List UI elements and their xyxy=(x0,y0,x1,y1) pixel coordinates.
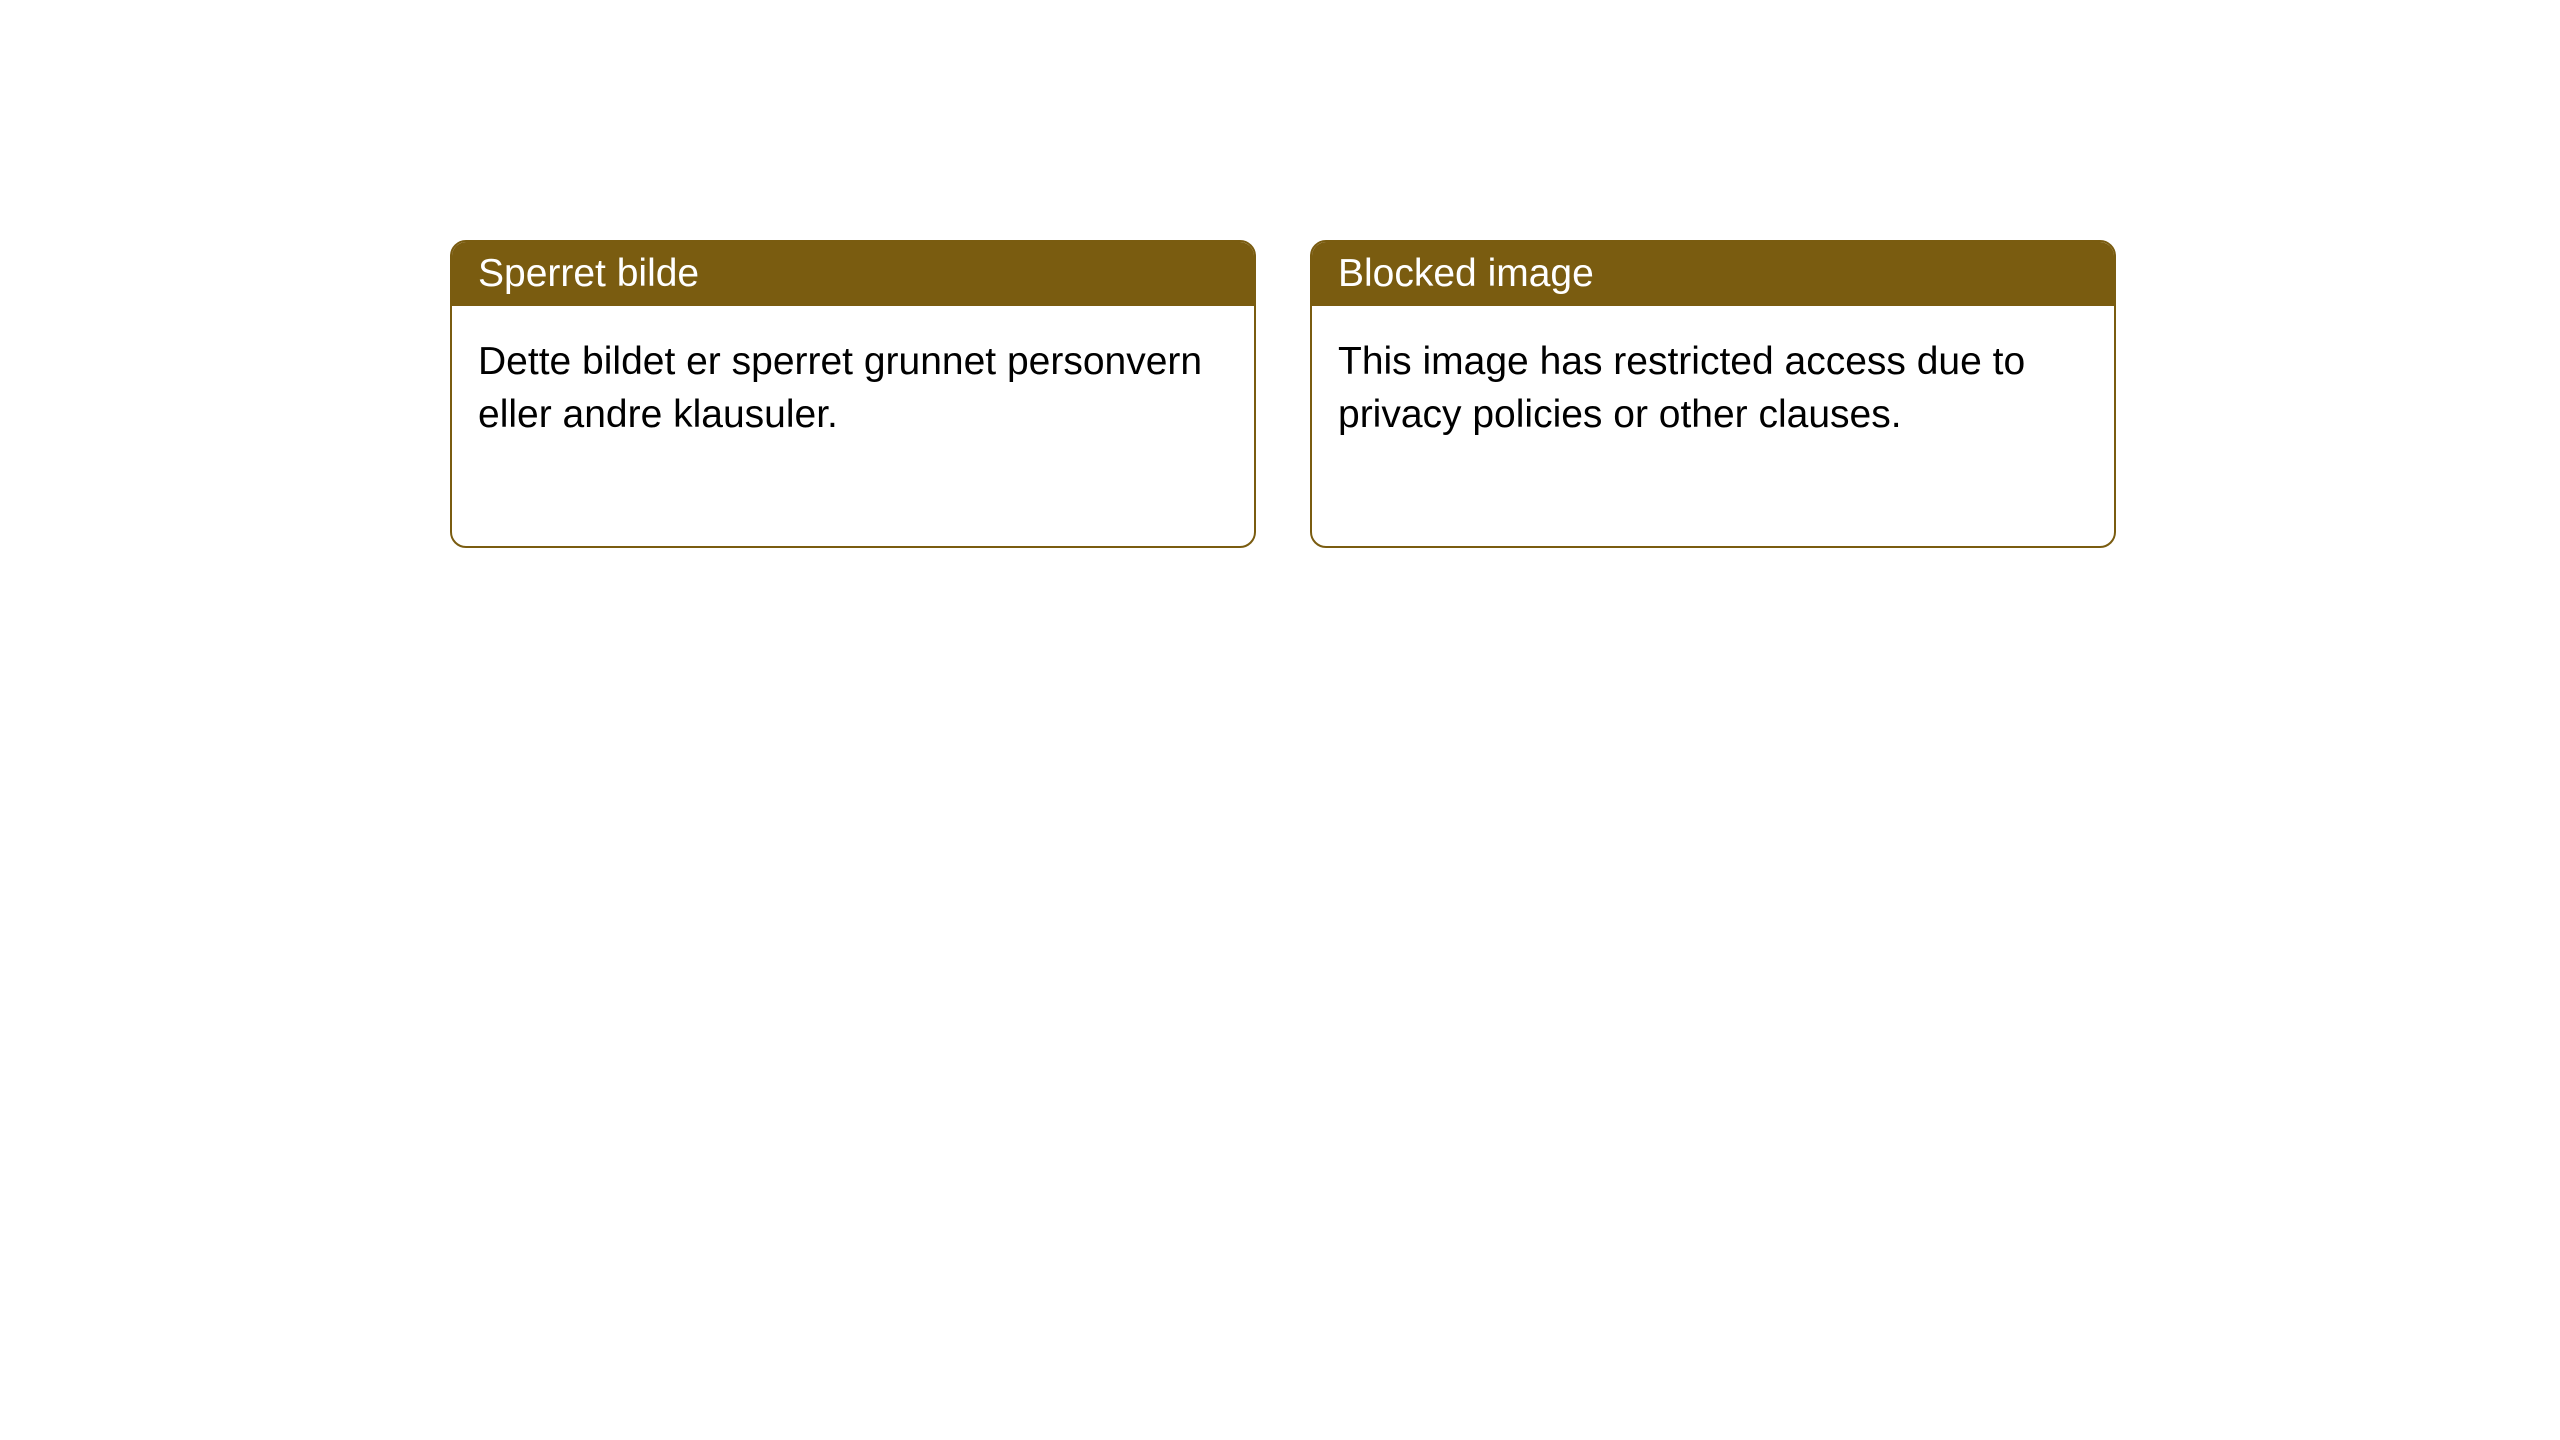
notice-box-norwegian: Sperret bilde Dette bildet er sperret gr… xyxy=(450,240,1256,548)
notice-header: Blocked image xyxy=(1312,242,2114,306)
notice-body: Dette bildet er sperret grunnet personve… xyxy=(452,306,1254,546)
notices-container: Sperret bilde Dette bildet er sperret gr… xyxy=(0,0,2560,548)
notice-body: This image has restricted access due to … xyxy=(1312,306,2114,546)
notice-header: Sperret bilde xyxy=(452,242,1254,306)
notice-box-english: Blocked image This image has restricted … xyxy=(1310,240,2116,548)
